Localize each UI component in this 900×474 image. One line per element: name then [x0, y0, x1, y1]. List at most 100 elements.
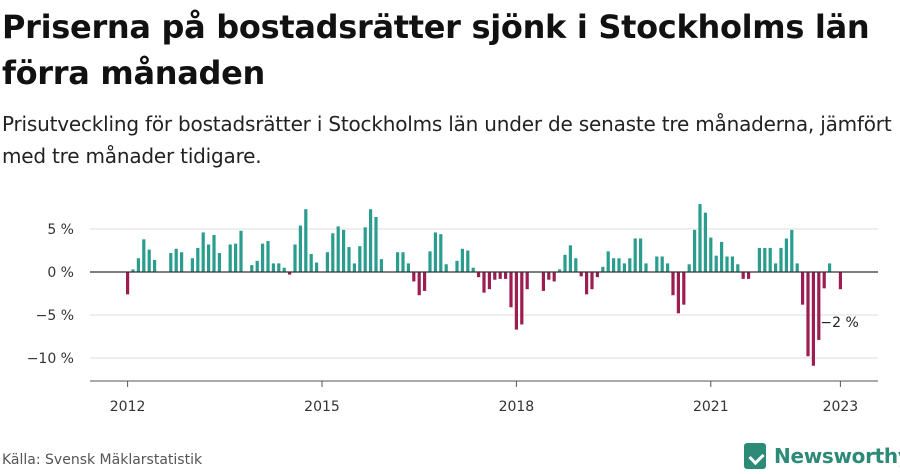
bar — [153, 259, 157, 272]
bar — [774, 263, 778, 272]
bar — [406, 263, 410, 272]
x-tick-label: 2018 — [499, 399, 535, 415]
bar-chart: 5 % 0 % −5 % −10 % 2012 2015 2018 2021 2023 −2 … — [27, 204, 878, 415]
bar — [142, 239, 146, 272]
y-tick-label: −5 % — [36, 308, 74, 324]
bar — [693, 229, 697, 272]
bar — [736, 264, 740, 272]
bar — [828, 263, 832, 272]
x-tick-label: 2012 — [110, 399, 146, 415]
bar — [325, 252, 329, 272]
bar — [358, 246, 362, 272]
bar — [725, 256, 729, 272]
bar — [795, 263, 799, 272]
bar — [444, 264, 448, 272]
bar — [266, 241, 270, 272]
brand-logo: Newsworthy — [744, 441, 900, 471]
bar — [374, 216, 378, 272]
bar — [541, 272, 545, 291]
y-tick-label: 0 % — [47, 265, 74, 281]
bar — [482, 272, 486, 293]
bar — [698, 204, 702, 272]
bar — [201, 232, 205, 272]
bar — [720, 241, 724, 272]
bar — [471, 267, 475, 272]
bar — [509, 272, 513, 308]
bar — [455, 260, 459, 272]
bar — [590, 272, 594, 290]
bar — [568, 245, 572, 272]
bar — [228, 244, 232, 272]
bar — [255, 260, 259, 272]
bar — [293, 244, 297, 272]
chart-subtitle: Prisutveckling för bostadsrätter i Stock… — [2, 112, 892, 168]
bar — [779, 247, 783, 272]
bar — [487, 272, 491, 290]
bar — [622, 263, 626, 272]
bar — [369, 209, 373, 272]
bar — [682, 272, 686, 305]
x-tick-label: 2023 — [823, 399, 859, 415]
bar — [811, 272, 815, 366]
bar — [639, 238, 643, 272]
bar — [196, 247, 200, 272]
bar — [304, 209, 308, 272]
bar — [612, 258, 616, 272]
y-tick-label: 5 % — [47, 222, 74, 238]
bar — [126, 272, 130, 295]
bar — [239, 230, 243, 272]
bar — [563, 254, 567, 272]
bar — [768, 247, 772, 272]
bar — [822, 272, 826, 289]
bar — [585, 272, 589, 295]
bar — [396, 252, 400, 272]
bar — [703, 212, 707, 272]
bar — [617, 258, 621, 272]
brand-name: Newsworthy — [774, 444, 900, 468]
bar — [131, 269, 135, 272]
bar — [714, 255, 718, 272]
bar — [363, 227, 367, 272]
bar — [763, 247, 767, 272]
bar — [552, 272, 556, 282]
bar — [234, 243, 238, 272]
bar — [747, 272, 751, 279]
chart-title: Priserna på bostadsrätter sjönk i Stockh… — [2, 8, 870, 92]
bar — [493, 272, 497, 280]
bar — [309, 253, 313, 272]
bar — [525, 272, 529, 290]
bar — [558, 269, 562, 272]
bar — [298, 225, 302, 272]
latest-value-label: −2 % — [820, 315, 858, 331]
bar — [817, 272, 821, 340]
bar — [277, 263, 281, 272]
bar — [520, 272, 524, 325]
bar — [428, 251, 432, 272]
bar — [595, 272, 599, 278]
bar — [628, 258, 632, 272]
bar — [439, 234, 443, 272]
bars — [126, 204, 842, 366]
bar — [757, 247, 761, 272]
bar — [660, 256, 664, 272]
source-note: Källa: Svensk Mäklarstatistik — [2, 452, 203, 468]
bar — [741, 272, 745, 279]
bar — [655, 256, 659, 272]
bar — [801, 272, 805, 305]
newsworthy-logo-icon — [744, 443, 766, 469]
bar — [412, 272, 416, 282]
bar — [606, 251, 610, 272]
bar — [633, 238, 637, 272]
y-tick-label: −10 % — [27, 351, 74, 367]
bar — [212, 235, 216, 272]
bar — [250, 265, 254, 272]
bar — [207, 244, 211, 272]
bar — [806, 272, 810, 357]
bar — [271, 263, 275, 272]
bar — [460, 248, 464, 272]
annotations: −2 % — [820, 315, 858, 331]
bar — [352, 263, 356, 272]
bar — [466, 250, 470, 272]
bar — [838, 272, 842, 290]
x-axis: 2012 2015 2018 2021 2023 — [90, 271, 878, 415]
